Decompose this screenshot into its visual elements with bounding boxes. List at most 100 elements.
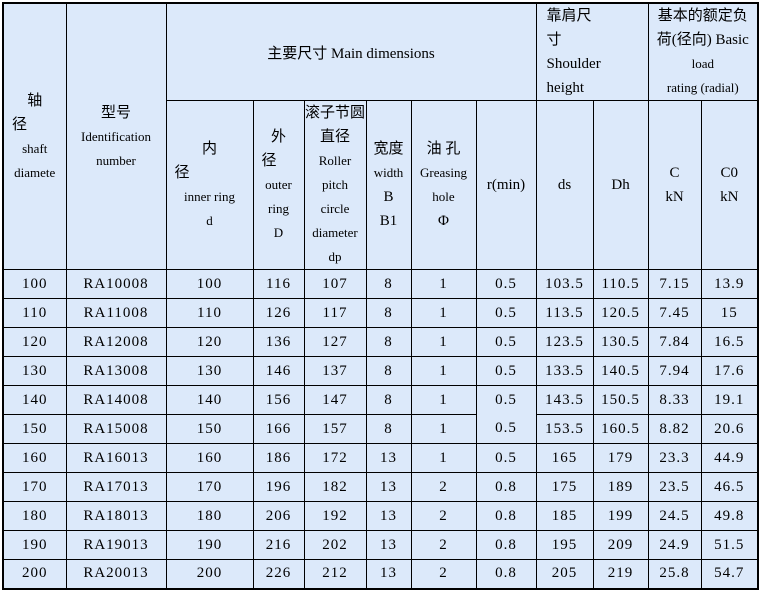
cell-shaft-diameter: 170 bbox=[2, 472, 67, 502]
cell-greasing-hole: 2 bbox=[410, 501, 477, 531]
cell-r-min: 0.5 bbox=[475, 385, 537, 415]
cell-roller-pitch-dp: 192 bbox=[303, 501, 367, 531]
cell-ds: 185 bbox=[535, 501, 594, 531]
cell-r-min: 0.5 bbox=[475, 414, 537, 444]
cell-greasing-hole: 1 bbox=[410, 269, 477, 299]
cell-identification-number: RA20013 bbox=[65, 559, 167, 589]
cell-ds: 175 bbox=[535, 472, 594, 502]
cell-outer-ring-D: 116 bbox=[252, 269, 305, 299]
cell-C0-kN: 13.9 bbox=[700, 269, 759, 299]
header-line: 内 bbox=[201, 141, 217, 157]
cell-C-kN: 23.5 bbox=[647, 472, 702, 502]
cell-greasing-hole: 1 bbox=[410, 298, 477, 328]
cell-shaft-diameter: 190 bbox=[2, 530, 67, 560]
header-line: 径 bbox=[12, 116, 28, 133]
cell-C-kN: 8.82 bbox=[647, 414, 702, 444]
header-line: 径 bbox=[174, 165, 190, 181]
cell-C-kN: 7.15 bbox=[647, 269, 702, 299]
header-line: Greasing bbox=[420, 165, 467, 180]
cell-width-B: 13 bbox=[365, 530, 412, 560]
cell-identification-number: RA10008 bbox=[65, 269, 167, 299]
col-header-r-min: r(min) bbox=[475, 100, 537, 270]
header-line: height bbox=[546, 80, 585, 96]
cell-inner-ring-d: 120 bbox=[165, 327, 254, 357]
cell-roller-pitch-dp: 182 bbox=[303, 472, 367, 502]
cell-inner-ring-d: 140 bbox=[165, 385, 254, 415]
cell-ds: 205 bbox=[535, 559, 594, 589]
header-line: pitch bbox=[322, 177, 348, 192]
header-line: kN bbox=[665, 189, 684, 205]
cell-r-min: 0.5 bbox=[475, 298, 537, 328]
cell-shaft-diameter: 200 bbox=[2, 559, 67, 589]
cell-C0-kN: 17.6 bbox=[700, 356, 759, 386]
cell-width-B: 13 bbox=[365, 559, 412, 589]
header-line: load bbox=[691, 56, 714, 71]
col-header-width: 宽度 width B B1 bbox=[365, 100, 412, 270]
header-line: inner ring bbox=[184, 189, 235, 204]
cell-r-min: 0.5 bbox=[475, 269, 537, 299]
cell-ds: 195 bbox=[535, 530, 594, 560]
header-line: kN bbox=[720, 189, 739, 205]
table-row: 180 RA18013 180 206 192 13 2 0.8 185 199 24.5 49.8 bbox=[2, 501, 759, 531]
cell-inner-ring-d: 160 bbox=[165, 443, 254, 473]
col-header-roller-pitch-diameter: 滚子节圆 直径 Roller pitch circle diameter dp bbox=[303, 100, 367, 270]
header-line: width bbox=[373, 165, 404, 180]
cell-Dh: 140.5 bbox=[592, 356, 649, 386]
header-line: D bbox=[273, 225, 284, 240]
cell-inner-ring-d: 150 bbox=[165, 414, 254, 444]
cell-C-kN: 24.9 bbox=[647, 530, 702, 560]
cell-shaft-diameter: 140 bbox=[2, 385, 67, 415]
header-line: diameter bbox=[312, 225, 358, 240]
cell-C-kN: 7.94 bbox=[647, 356, 702, 386]
cell-shaft-diameter: 130 bbox=[2, 356, 67, 386]
cell-inner-ring-d: 170 bbox=[165, 472, 254, 502]
header-line: 宽度 bbox=[373, 141, 404, 157]
header-line: 轴 bbox=[27, 92, 43, 109]
cell-outer-ring-D: 126 bbox=[252, 298, 305, 328]
cell-identification-number: RA12008 bbox=[65, 327, 167, 357]
cell-identification-number: RA14008 bbox=[65, 385, 167, 415]
header-line: B1 bbox=[379, 213, 398, 229]
table-row: 190 RA19013 190 216 202 13 2 0.8 195 209 24.9 51.5 bbox=[2, 530, 759, 560]
header-line: 荷(径向) Basic bbox=[656, 32, 749, 48]
cell-greasing-hole: 1 bbox=[410, 385, 477, 415]
cell-Dh: 150.5 bbox=[592, 385, 649, 415]
cell-r-min: 0.5 bbox=[475, 356, 537, 386]
cell-width-B: 8 bbox=[365, 269, 412, 299]
cell-width-B: 13 bbox=[365, 501, 412, 531]
cell-ds: 113.5 bbox=[535, 298, 594, 328]
cell-width-B: 8 bbox=[365, 385, 412, 415]
table-row: 100 RA10008 100 116 107 8 1 0.5 103.5 110.5 7.15 13… bbox=[2, 269, 759, 299]
col-header-C0-kN: C0 kN bbox=[700, 100, 759, 270]
cell-roller-pitch-dp: 127 bbox=[303, 327, 367, 357]
cell-inner-ring-d: 130 bbox=[165, 356, 254, 386]
header-line: 基本的额定负 bbox=[657, 8, 748, 24]
cell-C0-kN: 46.5 bbox=[700, 472, 759, 502]
cell-C0-kN: 19.1 bbox=[700, 385, 759, 415]
cell-Dh: 120.5 bbox=[592, 298, 649, 328]
header-line: 外 bbox=[270, 129, 286, 145]
header-line: C bbox=[669, 165, 680, 181]
col-header-C-kN: C kN bbox=[647, 100, 702, 270]
cell-roller-pitch-dp: 212 bbox=[303, 559, 367, 589]
header-line: circle bbox=[320, 201, 350, 216]
table-row: 120 RA12008 120 136 127 8 1 0.5 123.5 130.5 7.84 16… bbox=[2, 327, 759, 357]
header-line: number bbox=[96, 152, 136, 168]
group-header-main-dimensions: 主要尺寸 Main dimensions bbox=[165, 2, 537, 101]
cell-C-kN: 7.45 bbox=[647, 298, 702, 328]
cell-width-B: 13 bbox=[365, 443, 412, 473]
header-line: diamete bbox=[14, 164, 56, 180]
header-row-2: 内 径 inner ring d 外 径 outer ring D 滚子节圆 直… bbox=[3, 100, 759, 270]
cell-r-min: 0.8 bbox=[475, 472, 537, 502]
cell-C0-kN: 16.5 bbox=[700, 327, 759, 357]
cell-roller-pitch-dp: 107 bbox=[303, 269, 367, 299]
cell-shaft-diameter: 120 bbox=[2, 327, 67, 357]
header-line: 径 bbox=[261, 153, 277, 169]
page: 轴 径 shaft diamete 型号 Identification numb… bbox=[2, 2, 760, 590]
cell-width-B: 8 bbox=[365, 414, 412, 444]
cell-identification-number: RA19013 bbox=[65, 530, 167, 560]
cell-C0-kN: 51.5 bbox=[700, 530, 759, 560]
header-line: Roller bbox=[318, 153, 352, 168]
cell-Dh: 189 bbox=[592, 472, 649, 502]
cell-greasing-hole: 1 bbox=[410, 443, 477, 473]
